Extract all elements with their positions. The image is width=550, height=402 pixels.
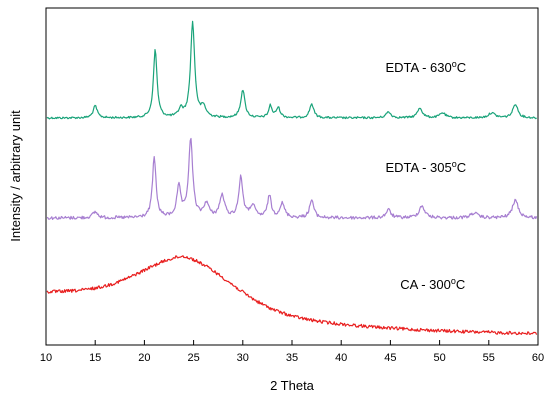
series-label-1: EDTA - 305oC: [385, 159, 466, 175]
series-label-unit: C: [457, 160, 466, 175]
x-tick-label: 55: [483, 352, 495, 364]
x-tick-label: 45: [384, 352, 396, 364]
series-line-2: [46, 255, 538, 336]
x-tick-label: 50: [433, 352, 445, 364]
series-label-name: EDTA - 630: [385, 60, 451, 75]
series-line-0: [46, 20, 537, 120]
x-tick-label: 10: [40, 352, 52, 364]
x-tick-label: 35: [286, 352, 298, 364]
series-label-degree: o: [452, 59, 457, 69]
series-line-1: [46, 137, 538, 220]
series-label-degree: o: [451, 276, 456, 286]
series-label-unit: C: [456, 277, 465, 292]
plot-frame: [45, 7, 539, 346]
series-label-name: CA - 300: [400, 277, 451, 292]
y-axis-title: Intensity / arbitrary unit: [8, 110, 23, 242]
x-tick-label: 25: [187, 352, 199, 364]
series-label-name: EDTA - 305: [385, 160, 451, 175]
series-label-2: CA - 300oC: [400, 276, 465, 292]
x-tick-label: 20: [138, 352, 150, 364]
x-tick-label: 15: [89, 352, 101, 364]
x-tick-label: 40: [335, 352, 347, 364]
x-tick-label: 60: [532, 352, 544, 364]
series-label-0: EDTA - 630oC: [385, 59, 466, 75]
series-label-unit: C: [457, 60, 466, 75]
series-layer: [46, 20, 538, 336]
x-axis-title: 2 Theta: [270, 378, 315, 393]
x-tick-label: 30: [237, 352, 249, 364]
series-label-degree: o: [452, 159, 457, 169]
x-axis-ticks: 10 15 20 25 30 35 40 45 50 55 60: [40, 340, 544, 364]
